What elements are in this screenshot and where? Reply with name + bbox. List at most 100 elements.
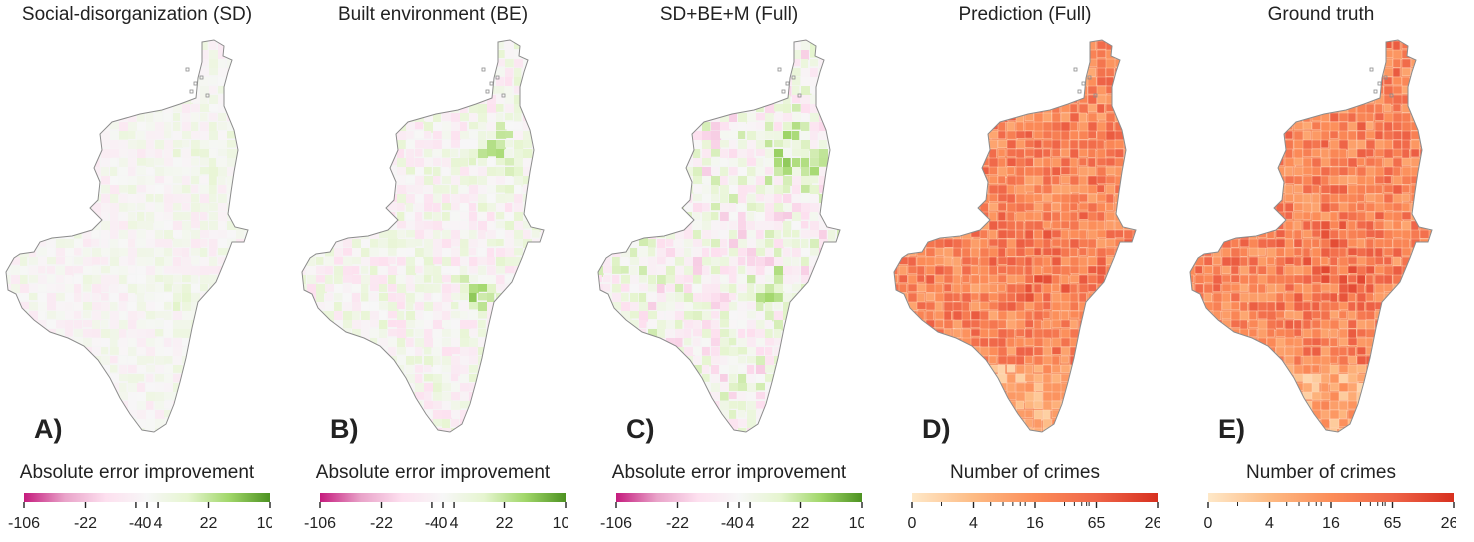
district-cell [666,383,677,392]
district-cell [988,40,999,51]
district-cell [765,437,775,446]
district-cell [47,95,58,105]
district-cell [810,401,821,409]
district-cell [397,59,407,70]
district-cell [837,50,840,58]
district-cell [979,40,988,41]
district-cell [693,338,701,347]
district-cell [487,239,497,247]
district-cell [209,347,219,356]
district-cell [388,40,397,42]
district-cell [227,374,238,383]
district-cell [433,95,441,103]
district-cell [334,77,345,87]
district-cell [478,410,486,418]
district-cell [1033,58,1044,71]
district-cell [245,50,248,58]
district-cell [307,239,315,250]
district-cell [146,50,157,59]
district-cell [621,374,631,382]
district-cell [29,248,37,259]
district-cell [92,311,103,322]
district-cell [666,284,676,292]
district-cell [1132,139,1136,149]
district-cell [621,284,630,292]
district-cell [738,212,746,223]
district-cell [119,302,127,312]
district-cell [810,284,821,292]
district-cell [532,167,543,176]
district-cell [747,266,756,277]
district-cell [218,158,227,168]
district-cell [598,86,602,94]
district-cell [666,392,674,402]
district-cell [83,329,94,338]
district-cell [478,203,488,212]
district-cell [478,284,488,292]
district-cell [173,113,181,121]
district-cell [1142,293,1153,303]
district-cell [128,158,137,168]
district-cell [657,419,668,427]
district-cell [74,77,84,88]
district-cell [997,202,1007,212]
district-cell [702,68,713,76]
district-cell [532,131,540,140]
district-cell [227,158,238,167]
district-cell [598,104,602,115]
district-cell [801,41,811,52]
district-cell [245,311,248,321]
district-cell [729,293,737,301]
district-cell [720,212,729,222]
district-cell [810,68,818,78]
district-cell [236,176,246,184]
district-cell [218,230,229,239]
district-cell [810,140,818,150]
district-cell [128,293,136,302]
district-cell [209,41,217,50]
district-cell [182,221,192,232]
district-cell [1024,229,1034,241]
district-cell [92,194,102,202]
district-cell [505,122,516,130]
district-cell [898,274,908,283]
district-cell [684,113,692,122]
district-cell [961,121,970,134]
district-cell [74,158,83,169]
district-cell [819,428,829,432]
district-cell [747,158,758,166]
district-cell [783,437,791,447]
district-cell [943,76,954,86]
district-cell [1105,85,1115,94]
district-cell [810,302,819,310]
district-cell [702,266,710,277]
district-cell [460,293,469,301]
district-cell [379,86,390,95]
district-cell [442,329,451,337]
district-cell [550,131,559,141]
district-cell [898,58,908,67]
district-cell [1015,139,1026,149]
district-cell [119,428,130,432]
district-cell [550,383,558,392]
district-cell [20,392,28,401]
district-cell [684,293,694,303]
district-cell [56,122,67,131]
district-cell [792,212,801,223]
district-cell [101,185,111,194]
district-cell [218,257,229,265]
district-cell [200,248,208,259]
district-cell [254,59,265,68]
district-cell [828,329,838,339]
district-cell [146,149,157,158]
district-cell [970,139,982,151]
district-cell [56,248,67,257]
district-cell [828,167,839,177]
district-cell [442,230,451,240]
district-cell [442,383,453,392]
district-cell [469,374,478,382]
district-cell [1015,67,1028,76]
district-cell [119,365,127,375]
district-cell [6,41,11,49]
district-cell [101,122,110,133]
